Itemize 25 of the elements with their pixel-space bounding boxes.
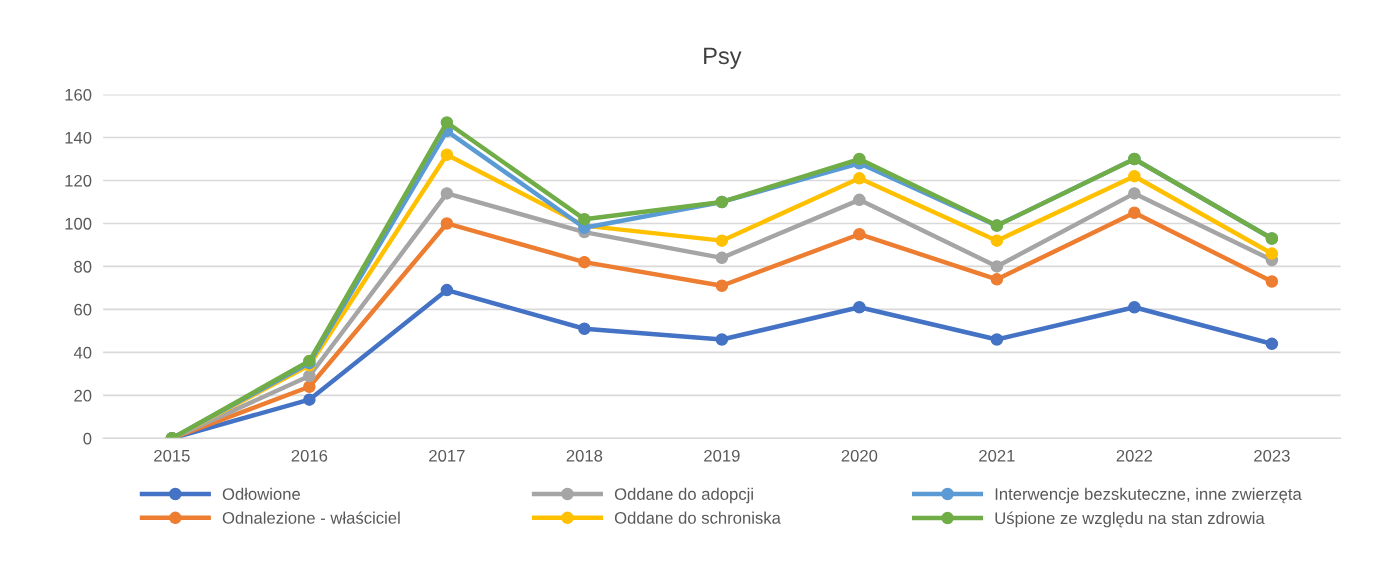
x-tick-label: 2023 [1254,449,1290,462]
x-tick-label: 2022 [1116,449,1153,462]
x-tick-label: 2017 [429,449,465,462]
legend-label: Interwencje bezskuteczne, inne zwierzęta [995,487,1302,504]
legend-label: Oddane do schroniska [614,511,781,524]
y-tick-label: 140 [65,131,92,144]
y-tick-label: 20 [74,389,92,402]
y-tick-label: 40 [73,346,92,359]
x-tick-label: 2015 [154,449,190,462]
y-tick-label: 60 [74,303,92,316]
legend-label: Uśpione ze względu na stan zdrowia [995,511,1265,528]
legend-label: Odnalezione - właściciel [222,511,400,524]
x-tick-label: 2016 [291,449,328,462]
y-tick-label: 0 [83,432,92,445]
x-tick-label: 2018 [566,449,603,462]
legend-label: Odłowione [222,487,301,500]
chart-title: Psy [704,47,742,69]
y-tick-label: 160 [65,88,92,101]
y-tick-label: 120 [65,174,92,187]
x-tick-label: 2021 [979,449,1015,462]
legend-label: Oddane do adopcji [614,487,753,504]
y-tick-label: 100 [65,217,92,230]
x-tick-label: 2019 [704,449,740,462]
y-tick-label: 80 [74,260,92,273]
x-tick-label: 2020 [841,449,878,462]
